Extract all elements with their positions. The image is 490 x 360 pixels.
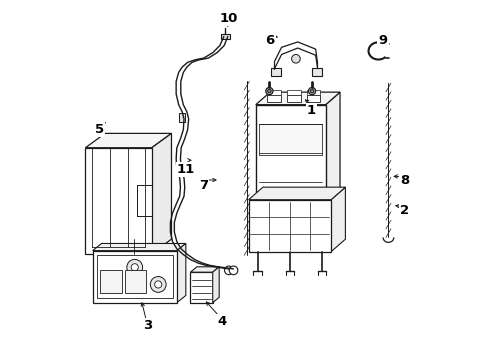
Polygon shape xyxy=(248,187,345,200)
Polygon shape xyxy=(256,92,340,105)
Text: 2: 2 xyxy=(400,204,409,217)
Polygon shape xyxy=(221,34,230,40)
Text: 5: 5 xyxy=(95,123,104,136)
Circle shape xyxy=(131,264,138,271)
Polygon shape xyxy=(307,95,320,102)
Text: 7: 7 xyxy=(199,179,208,192)
Polygon shape xyxy=(256,105,326,202)
Polygon shape xyxy=(191,267,219,272)
Polygon shape xyxy=(287,95,300,102)
Text: 1: 1 xyxy=(307,104,316,117)
Circle shape xyxy=(155,281,162,288)
Polygon shape xyxy=(152,134,172,253)
Polygon shape xyxy=(93,243,186,251)
Circle shape xyxy=(224,266,233,275)
Circle shape xyxy=(127,276,143,292)
Text: 10: 10 xyxy=(220,12,238,25)
Circle shape xyxy=(292,54,300,63)
Polygon shape xyxy=(331,187,345,252)
Text: 4: 4 xyxy=(217,315,226,328)
Polygon shape xyxy=(177,243,186,303)
Polygon shape xyxy=(259,125,322,155)
Circle shape xyxy=(131,281,138,288)
Polygon shape xyxy=(93,251,177,303)
Polygon shape xyxy=(191,272,213,303)
Polygon shape xyxy=(287,90,300,95)
Circle shape xyxy=(103,276,119,292)
Circle shape xyxy=(309,87,316,95)
Text: 3: 3 xyxy=(144,319,153,332)
Circle shape xyxy=(127,260,143,275)
Polygon shape xyxy=(248,200,331,252)
Text: 11: 11 xyxy=(177,163,195,176)
Text: 9: 9 xyxy=(378,33,388,47)
Text: 8: 8 xyxy=(400,174,409,186)
Polygon shape xyxy=(271,68,281,76)
Polygon shape xyxy=(307,90,320,95)
Circle shape xyxy=(266,87,273,95)
Circle shape xyxy=(268,89,271,93)
Circle shape xyxy=(310,89,314,93)
Polygon shape xyxy=(85,148,152,253)
Polygon shape xyxy=(312,68,322,76)
Text: 6: 6 xyxy=(266,33,275,47)
Polygon shape xyxy=(124,270,146,293)
Circle shape xyxy=(150,276,166,292)
Polygon shape xyxy=(267,95,281,102)
Circle shape xyxy=(229,266,238,275)
Polygon shape xyxy=(213,267,219,303)
Polygon shape xyxy=(97,255,172,298)
Polygon shape xyxy=(326,92,340,202)
Polygon shape xyxy=(100,270,122,293)
Circle shape xyxy=(108,281,115,288)
Polygon shape xyxy=(267,90,281,95)
Polygon shape xyxy=(179,113,185,122)
Polygon shape xyxy=(85,134,172,148)
